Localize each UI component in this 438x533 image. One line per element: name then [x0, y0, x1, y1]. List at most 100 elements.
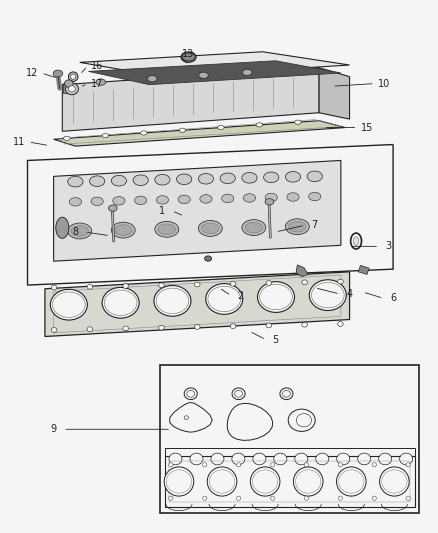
- Ellipse shape: [309, 280, 346, 311]
- Ellipse shape: [230, 281, 236, 286]
- Ellipse shape: [338, 496, 343, 500]
- Text: 5: 5: [272, 335, 279, 345]
- Ellipse shape: [87, 285, 93, 289]
- Bar: [63, 83, 74, 93]
- Ellipse shape: [91, 197, 103, 206]
- Ellipse shape: [265, 193, 277, 201]
- Ellipse shape: [289, 221, 306, 232]
- Ellipse shape: [218, 125, 224, 130]
- Ellipse shape: [194, 282, 200, 287]
- Ellipse shape: [89, 176, 105, 187]
- Ellipse shape: [295, 453, 308, 465]
- Ellipse shape: [242, 220, 266, 236]
- Ellipse shape: [206, 284, 243, 314]
- Ellipse shape: [141, 131, 147, 135]
- Ellipse shape: [71, 74, 76, 79]
- Ellipse shape: [304, 496, 309, 500]
- Ellipse shape: [380, 467, 409, 496]
- Text: 2: 2: [238, 290, 244, 301]
- Ellipse shape: [270, 463, 275, 467]
- Ellipse shape: [154, 286, 191, 316]
- Ellipse shape: [353, 237, 359, 245]
- Polygon shape: [170, 402, 212, 432]
- Ellipse shape: [205, 256, 212, 261]
- Ellipse shape: [266, 281, 272, 285]
- Ellipse shape: [102, 133, 109, 138]
- Ellipse shape: [148, 76, 157, 82]
- Polygon shape: [45, 272, 350, 336]
- Ellipse shape: [296, 414, 311, 427]
- Ellipse shape: [158, 224, 176, 235]
- Text: 10: 10: [378, 78, 391, 88]
- Text: 16: 16: [91, 61, 103, 71]
- Ellipse shape: [156, 196, 169, 204]
- Ellipse shape: [111, 175, 127, 186]
- Polygon shape: [53, 120, 345, 146]
- Ellipse shape: [134, 196, 147, 205]
- Ellipse shape: [178, 195, 190, 204]
- Ellipse shape: [68, 72, 78, 82]
- Ellipse shape: [242, 69, 252, 76]
- Ellipse shape: [304, 463, 309, 467]
- Ellipse shape: [378, 453, 392, 465]
- Polygon shape: [28, 144, 393, 285]
- Ellipse shape: [68, 176, 83, 187]
- Polygon shape: [165, 456, 415, 507]
- Ellipse shape: [187, 390, 194, 397]
- Ellipse shape: [406, 496, 410, 500]
- Bar: [160, 365, 419, 513]
- Ellipse shape: [399, 453, 413, 465]
- Text: 12: 12: [26, 68, 38, 78]
- Ellipse shape: [155, 221, 179, 237]
- Ellipse shape: [115, 225, 132, 236]
- Ellipse shape: [159, 283, 164, 288]
- Ellipse shape: [181, 52, 196, 62]
- Ellipse shape: [169, 496, 173, 500]
- Ellipse shape: [199, 72, 208, 78]
- Ellipse shape: [232, 453, 245, 465]
- Ellipse shape: [338, 321, 343, 326]
- Ellipse shape: [207, 467, 237, 496]
- Ellipse shape: [232, 388, 245, 400]
- Ellipse shape: [274, 453, 287, 465]
- Text: 4: 4: [346, 289, 353, 299]
- Ellipse shape: [264, 172, 279, 183]
- Ellipse shape: [295, 120, 301, 124]
- Ellipse shape: [111, 222, 135, 238]
- Ellipse shape: [283, 390, 290, 397]
- Ellipse shape: [69, 198, 81, 206]
- Ellipse shape: [358, 453, 371, 465]
- Ellipse shape: [372, 463, 376, 467]
- Ellipse shape: [190, 453, 203, 465]
- Ellipse shape: [113, 197, 125, 205]
- Ellipse shape: [220, 173, 235, 183]
- Ellipse shape: [184, 416, 188, 419]
- Ellipse shape: [211, 453, 224, 465]
- Ellipse shape: [68, 86, 75, 92]
- Ellipse shape: [288, 409, 315, 431]
- Ellipse shape: [96, 79, 106, 85]
- Ellipse shape: [51, 328, 57, 332]
- Ellipse shape: [307, 171, 322, 182]
- Ellipse shape: [309, 192, 321, 201]
- Ellipse shape: [286, 172, 300, 182]
- Ellipse shape: [50, 289, 87, 320]
- Ellipse shape: [302, 322, 307, 327]
- Ellipse shape: [222, 194, 234, 203]
- Ellipse shape: [164, 467, 194, 496]
- Ellipse shape: [64, 80, 73, 87]
- Ellipse shape: [123, 326, 128, 331]
- Ellipse shape: [237, 496, 241, 500]
- Polygon shape: [80, 52, 350, 77]
- Ellipse shape: [336, 467, 366, 496]
- Polygon shape: [53, 160, 341, 261]
- Ellipse shape: [102, 287, 139, 318]
- Text: 7: 7: [311, 220, 318, 230]
- Ellipse shape: [65, 83, 78, 95]
- Ellipse shape: [169, 463, 173, 467]
- Ellipse shape: [245, 222, 262, 233]
- Ellipse shape: [253, 453, 266, 465]
- Ellipse shape: [87, 327, 93, 332]
- Ellipse shape: [337, 453, 350, 465]
- Text: 6: 6: [390, 293, 396, 303]
